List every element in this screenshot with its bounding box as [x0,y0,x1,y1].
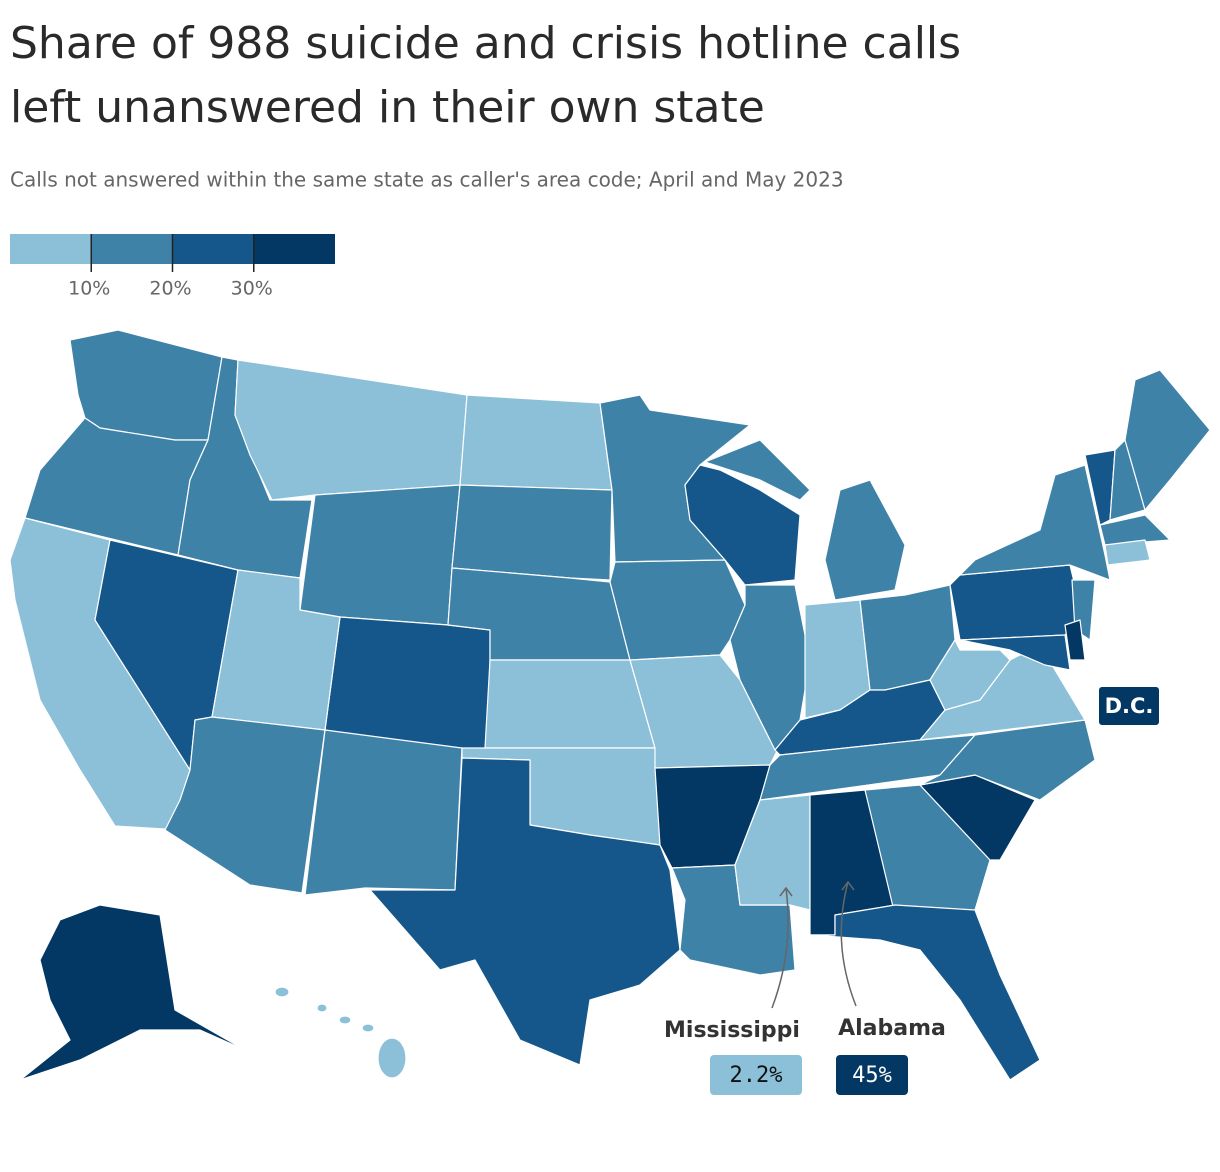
legend-tick-label: 30% [231,278,273,300]
legend-swatch [253,234,335,264]
state [959,464,1111,581]
state [824,479,906,601]
chart-subtitle: Calls not answered within the same state… [10,168,844,192]
state [377,1037,407,1079]
state [19,904,246,1081]
state [1124,369,1211,511]
state [1099,514,1171,546]
legend-tick-label: 10% [68,278,110,300]
legend-swatch [172,234,254,264]
legend: 10% 20% 30% [10,234,335,300]
annotation-arrow [771,887,789,1009]
state [484,659,656,749]
annotation-value: 2.2% [730,1063,783,1088]
state [316,1003,328,1013]
state [609,559,746,661]
annotation-value-box [836,1055,908,1095]
state [304,729,463,896]
legend-swatch [91,234,173,264]
state [1104,539,1151,566]
state [369,757,681,1066]
state [274,986,290,998]
state [929,639,1011,711]
state [361,1023,375,1033]
chart-title: Share of 988 suicide and crisis hotline … [10,18,961,133]
annotation-label: D.C. [1105,694,1154,718]
annotation-box [1097,685,1161,727]
state [704,439,811,501]
state [451,484,613,581]
state [338,1015,352,1025]
state [959,634,1071,671]
arrow-head [779,886,793,897]
state [299,484,461,626]
state [864,784,991,916]
state [949,564,1083,641]
state [684,464,801,586]
state [1064,619,1086,661]
state [919,719,1096,801]
annotations: Mississippi 2.2% Alabama 45% D.C. [664,685,1161,1095]
arrow-head [841,880,855,891]
state [809,904,1041,1081]
annotation-label: Alabama [838,1016,946,1041]
annotation-arrow [840,881,857,1007]
state [459,394,613,491]
annotation-label: Mississippi [664,1018,800,1043]
state [164,716,326,894]
states [9,329,1211,1081]
legend-tick-label: 20% [149,278,191,300]
legend-swatch [10,234,92,264]
annotation-value-box [710,1055,802,1095]
state [234,359,468,501]
annotation-value: 45% [852,1063,892,1088]
